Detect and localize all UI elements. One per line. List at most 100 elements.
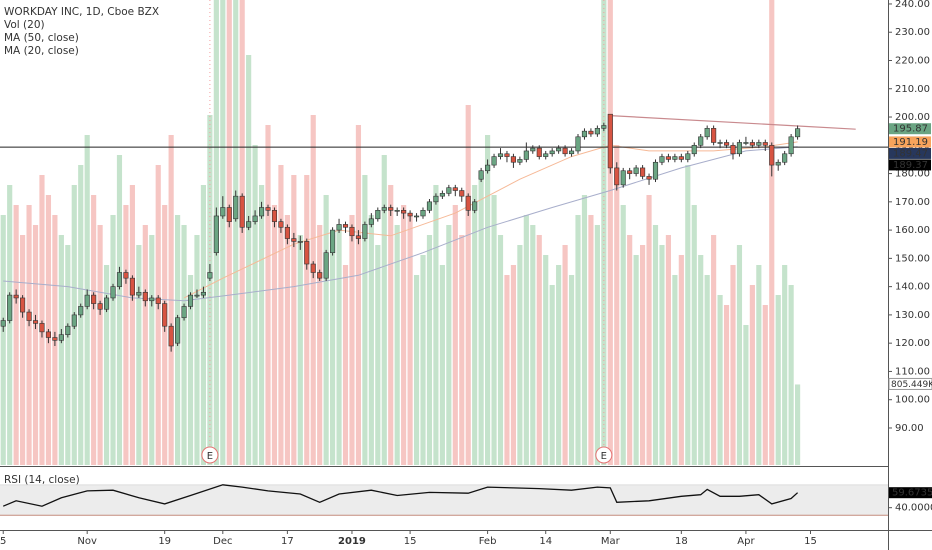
y-tick-label: 230.00 xyxy=(895,27,930,38)
volume-bar xyxy=(149,235,155,465)
candle-body xyxy=(181,306,187,319)
candle-body xyxy=(497,153,504,157)
price-tag-label: 189.47 xyxy=(893,148,928,159)
candle-body xyxy=(420,210,426,217)
rsi-tag-label: 59.6735 xyxy=(892,488,932,499)
y-tick-label: 200.00 xyxy=(895,112,930,123)
price-tag xyxy=(889,159,931,171)
candle-body xyxy=(155,297,161,304)
volume-bar xyxy=(413,275,420,465)
candle-body xyxy=(601,125,607,129)
volume-bar xyxy=(517,245,523,465)
volume-bar xyxy=(304,175,310,465)
volume-bar xyxy=(691,205,697,465)
volume-bar xyxy=(762,305,768,465)
candle-body xyxy=(614,167,620,186)
rsi-tick-label: 40.0000 xyxy=(895,503,932,514)
candle-body xyxy=(207,272,213,279)
x-tick-label: Apr xyxy=(737,536,755,547)
volume-bar xyxy=(181,225,187,465)
volume-bar xyxy=(614,145,620,465)
candle-body xyxy=(769,144,775,166)
candle-body xyxy=(258,207,265,217)
volume-bar xyxy=(310,115,316,465)
candle-body xyxy=(530,147,536,152)
candle-body xyxy=(685,153,691,160)
candle-body xyxy=(284,226,290,239)
candle-body xyxy=(717,142,723,144)
candle-body xyxy=(375,210,381,220)
candle-body xyxy=(394,210,400,212)
candle-body xyxy=(20,297,26,313)
candle-body xyxy=(517,159,523,163)
volume-bar xyxy=(717,295,723,465)
candle-body xyxy=(116,272,123,287)
volume-bar xyxy=(155,165,161,465)
candle-body xyxy=(149,297,155,302)
candle-body xyxy=(478,170,484,180)
volume-bar xyxy=(91,195,97,465)
volume-bar xyxy=(362,175,368,465)
candle-body xyxy=(291,238,297,242)
volume-bar xyxy=(633,255,639,465)
volume-bar xyxy=(278,165,284,465)
candle-body xyxy=(26,311,32,321)
candle-body xyxy=(58,334,64,341)
volume-bar xyxy=(26,205,32,465)
volume-bar xyxy=(65,245,71,465)
candle-body xyxy=(568,150,575,155)
volume-bar xyxy=(110,215,116,465)
volume-bar xyxy=(562,245,568,465)
candle-body xyxy=(187,294,194,307)
candle-body xyxy=(704,128,710,138)
legend-entry: MA (50, close) xyxy=(4,32,79,44)
volume-bar xyxy=(556,265,562,465)
candle-body xyxy=(355,235,361,239)
earnings-label: E xyxy=(601,451,607,462)
candle-body xyxy=(265,207,271,211)
volume-bar xyxy=(207,115,213,465)
volume-bar xyxy=(665,235,672,465)
earnings-marker xyxy=(201,446,219,464)
rsi-band xyxy=(0,484,888,516)
volume-bar xyxy=(394,225,400,465)
volume-bar xyxy=(388,185,394,465)
candle-body xyxy=(504,153,510,157)
candle-body xyxy=(562,147,568,155)
volume-bar xyxy=(420,255,426,465)
volume-bar xyxy=(368,215,374,465)
y-tick-label: 160.00 xyxy=(895,225,930,236)
candle-body xyxy=(168,325,174,347)
candle-body xyxy=(788,136,794,155)
y-tick-label: 140.00 xyxy=(895,282,930,293)
volume-bar xyxy=(39,175,45,465)
candle-body xyxy=(775,161,781,166)
volume-bar xyxy=(711,235,717,465)
candle-body xyxy=(349,226,355,237)
candle-body xyxy=(200,291,206,296)
rsi-title: RSI (14, close) xyxy=(4,474,80,486)
candle-body xyxy=(426,201,433,211)
candle-body xyxy=(136,291,142,296)
candle-body xyxy=(543,153,549,157)
x-tick-label: Feb xyxy=(479,536,497,547)
volume-bar xyxy=(446,225,452,465)
earnings-label: E xyxy=(207,451,213,462)
volume-bar xyxy=(0,215,6,465)
candle-body xyxy=(762,142,768,146)
volume-bar xyxy=(627,235,633,465)
price-tag xyxy=(889,123,931,135)
candle-body xyxy=(736,142,743,155)
volume-bar xyxy=(330,235,336,465)
volume-bar xyxy=(698,255,704,465)
candle-body xyxy=(368,218,374,225)
volume-bar xyxy=(13,205,19,465)
x-tick-label: 2019 xyxy=(338,536,366,547)
volume-bar xyxy=(594,225,600,465)
volume-bar xyxy=(123,205,129,465)
candle-body xyxy=(607,113,613,169)
volume-bar xyxy=(252,145,258,465)
volume-bar xyxy=(246,55,252,465)
